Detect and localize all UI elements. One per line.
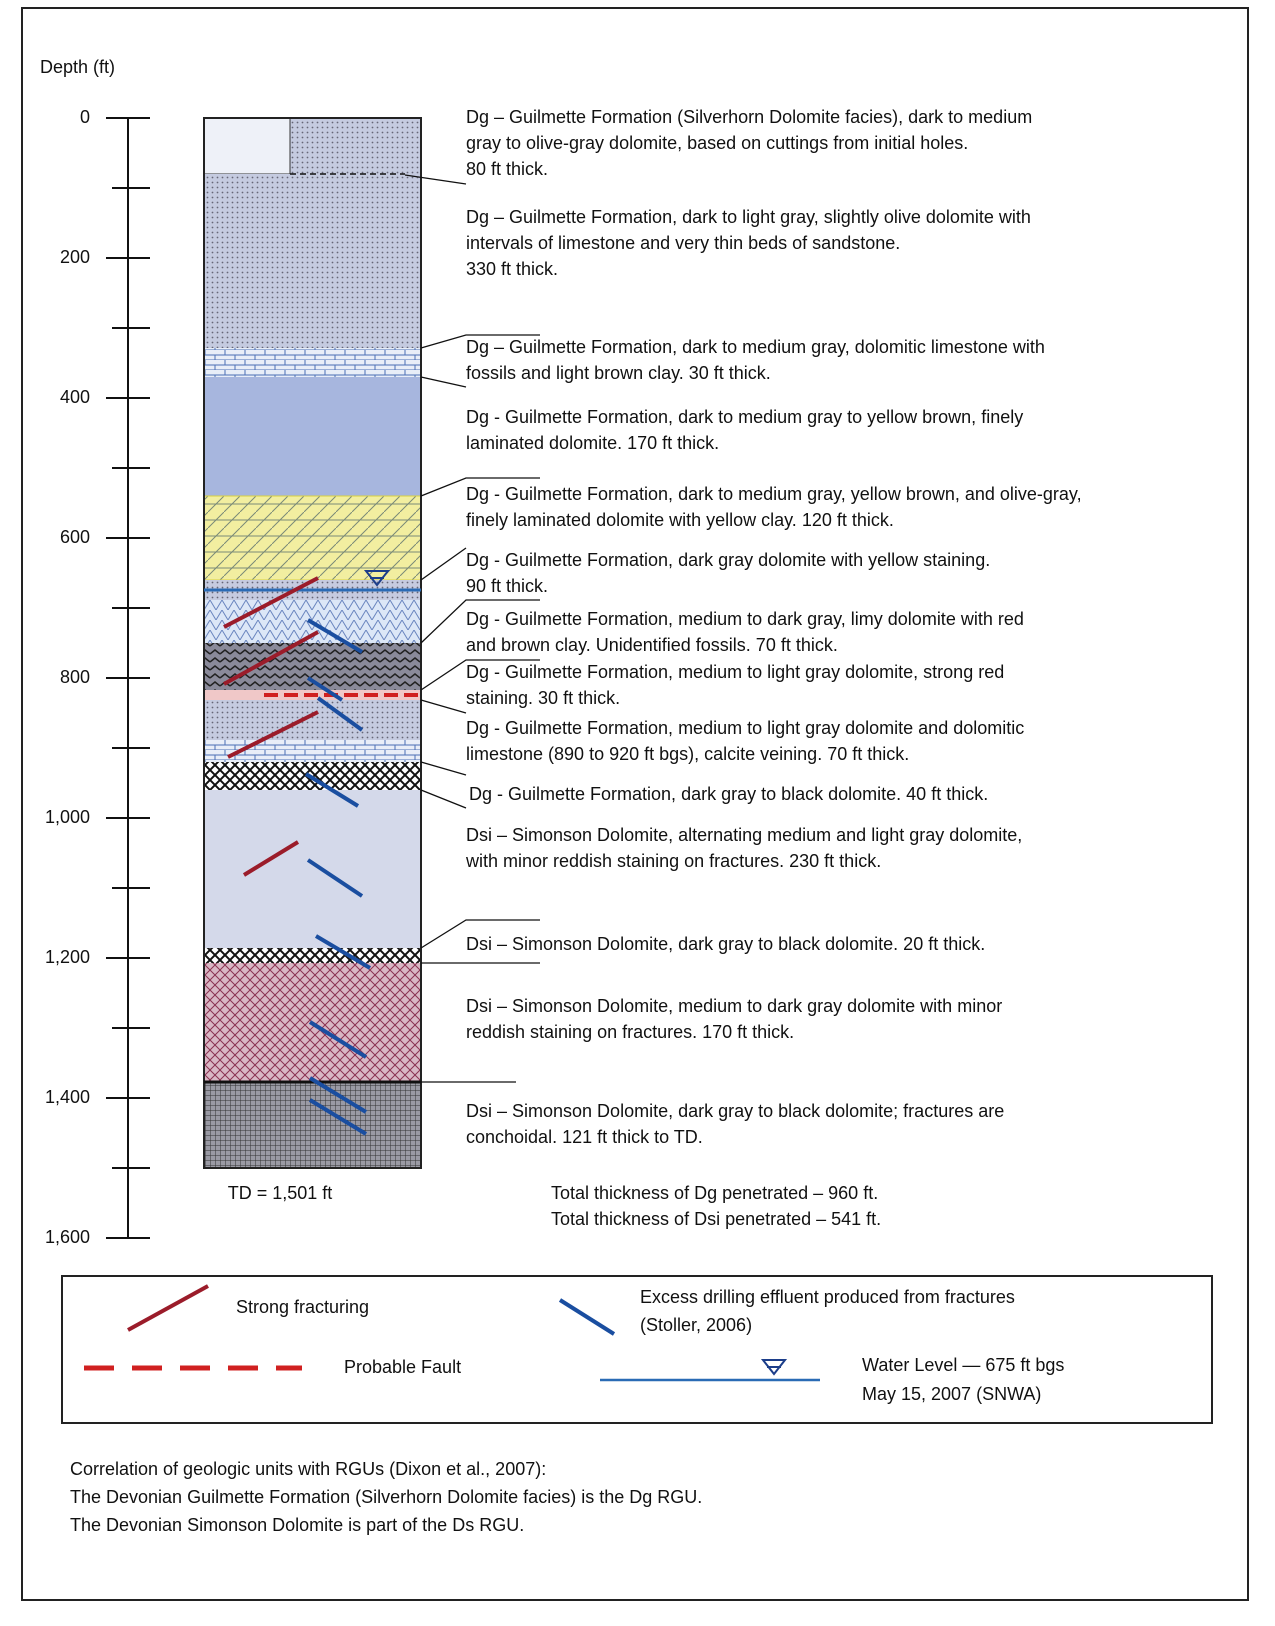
unit-description: conchoidal. 121 ft thick to TD. (466, 1127, 703, 1147)
tick-label: 800 (60, 667, 90, 687)
unit-description: laminated dolomite. 170 ft thick. (466, 433, 719, 453)
note: The Devonian Guilmette Formation (Silver… (70, 1487, 702, 1507)
unit-description: Dg – Guilmette Formation, dark to medium… (466, 337, 1045, 357)
unit-description: Dg – Guilmette Formation (Silverhorn Dol… (466, 107, 1032, 127)
unit-description: Dg - Guilmette Formation, dark gray dolo… (466, 550, 990, 570)
td-label: TD = 1,501 ft (228, 1183, 333, 1203)
axis-label: Depth (ft) (40, 57, 115, 77)
unit-description: 80 ft thick. (466, 159, 548, 179)
legend-label: Water Level — 675 ft bgs (862, 1355, 1064, 1375)
unit-description: Dsi – Simonson Dolomite, alternating med… (466, 825, 1022, 845)
unit-description: finely laminated dolomite with yellow cl… (466, 510, 894, 530)
unit-description: Dg – Guilmette Formation, dark to light … (466, 207, 1031, 227)
unit-description: Dg - Guilmette Formation, medium to ligh… (466, 662, 1004, 682)
unit-description: intervals of limestone and very thin bed… (466, 233, 900, 253)
unit-description: Dg - Guilmette Formation, medium to dark… (466, 609, 1024, 629)
unit-description: 330 ft thick. (466, 259, 558, 279)
legend-label: May 15, 2007 (SNWA) (862, 1384, 1041, 1404)
unit-description: and brown clay. Unidentified fossils. 70… (466, 635, 838, 655)
unit-description: Dsi – Simonson Dolomite, dark gray to bl… (466, 934, 985, 954)
page: Depth (ft) TD = 1,501 ft Strong fracturi… (0, 0, 1275, 1621)
tick-label: 0 (80, 107, 90, 127)
unit-description: Dsi – Simonson Dolomite, dark gray to bl… (466, 1101, 1004, 1121)
unit-description: fossils and light brown clay. 30 ft thic… (466, 363, 771, 383)
unit-description: Dg - Guilmette Formation, dark to medium… (466, 484, 1082, 504)
legend-label: Strong fracturing (236, 1297, 369, 1317)
tick-label: 1,400 (45, 1087, 90, 1107)
unit-description: limestone (890 to 920 ft bgs), calcite v… (466, 744, 909, 764)
tick-label: 200 (60, 247, 90, 267)
unit-description: with minor reddish staining on fractures… (465, 851, 881, 871)
legend-label: Probable Fault (344, 1357, 461, 1377)
tick-label: 1,200 (45, 947, 90, 967)
note: The Devonian Simonson Dolomite is part o… (70, 1515, 524, 1535)
tick-label: 400 (60, 387, 90, 407)
unit-description: 90 ft thick. (466, 576, 548, 596)
unit-description: Dg - Guilmette Formation, medium to ligh… (466, 718, 1024, 738)
tick-label: 1,600 (45, 1227, 90, 1247)
tick-label: 600 (60, 527, 90, 547)
unit-description: Dg - Guilmette Formation, dark to medium… (466, 407, 1023, 427)
total-thickness: Total thickness of Dg penetrated – 960 f… (551, 1183, 878, 1203)
unit-description: staining. 30 ft thick. (466, 688, 620, 708)
legend-label: (Stoller, 2006) (640, 1315, 752, 1335)
total-thickness: Total thickness of Dsi penetrated – 541 … (551, 1209, 881, 1229)
unit-description: Dg - Guilmette Formation, dark gray to b… (469, 784, 988, 804)
unit-description: gray to olive-gray dolomite, based on cu… (466, 133, 968, 153)
unit-description: reddish staining on fractures. 170 ft th… (466, 1022, 794, 1042)
unit-description: Dsi – Simonson Dolomite, medium to dark … (466, 996, 1002, 1016)
legend-label: Excess drilling effluent produced from f… (640, 1287, 1015, 1307)
tick-label: 1,000 (45, 807, 90, 827)
note: Correlation of geologic units with RGUs … (70, 1459, 546, 1479)
